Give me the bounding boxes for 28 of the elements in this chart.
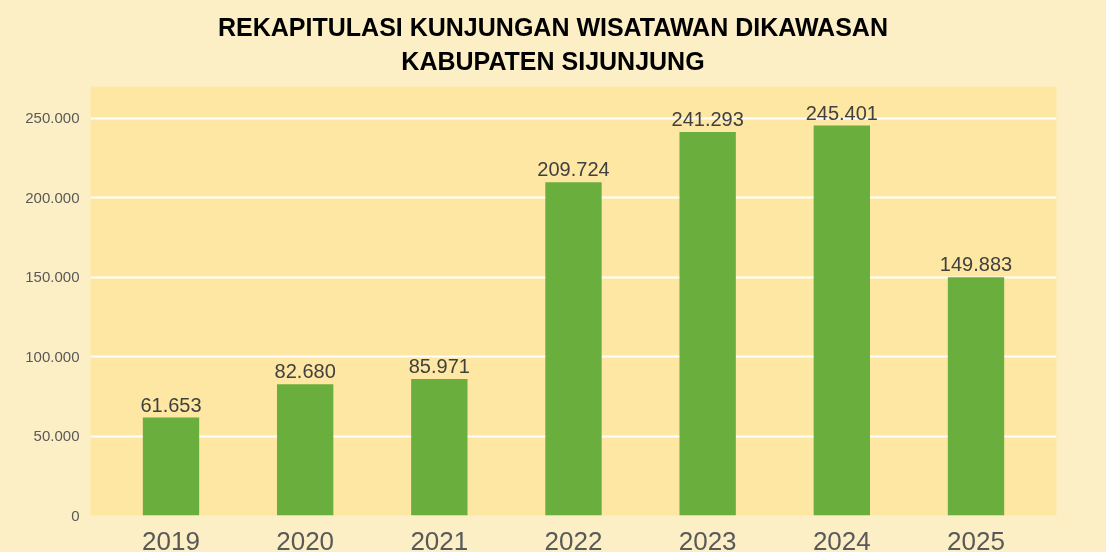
x-tick-label: 2021 [410, 525, 469, 556]
x-tick-label: 2025 [947, 525, 1005, 556]
x-tick-label: 2019 [142, 525, 200, 556]
bar [813, 125, 871, 516]
data-label: 85.971 [408, 354, 470, 377]
bar [947, 277, 1005, 516]
data-label: 241.293 [671, 108, 744, 131]
chart-title: REKAPITULASI KUNJUNGAN WISATAWAN DIKAWASAN KABUPATEN SIJUNJUNG [218, 12, 888, 77]
data-label: 245.401 [805, 101, 878, 124]
data-label: 82.680 [274, 360, 336, 383]
y-tick-label: 0 [71, 506, 80, 524]
bar [679, 132, 736, 516]
data-label: 149.883 [939, 253, 1013, 276]
y-tick-label: 100.000 [25, 347, 80, 365]
x-tick-label: 2024 [812, 525, 871, 556]
y-tick-label: 150.000 [25, 268, 80, 286]
bar [142, 417, 200, 516]
x-tick-label: 2023 [678, 525, 737, 556]
data-label: 209.724 [537, 158, 610, 181]
bar [276, 384, 334, 516]
y-tick-label: 200.000 [25, 188, 80, 206]
data-label: 61.653 [140, 393, 202, 416]
bar [545, 182, 602, 516]
y-tick-label: 250.000 [25, 109, 80, 127]
bar [411, 378, 468, 516]
x-tick-label: 2022 [544, 525, 603, 556]
y-tick-label: 50.000 [33, 427, 80, 445]
x-tick-label: 2020 [276, 525, 335, 556]
